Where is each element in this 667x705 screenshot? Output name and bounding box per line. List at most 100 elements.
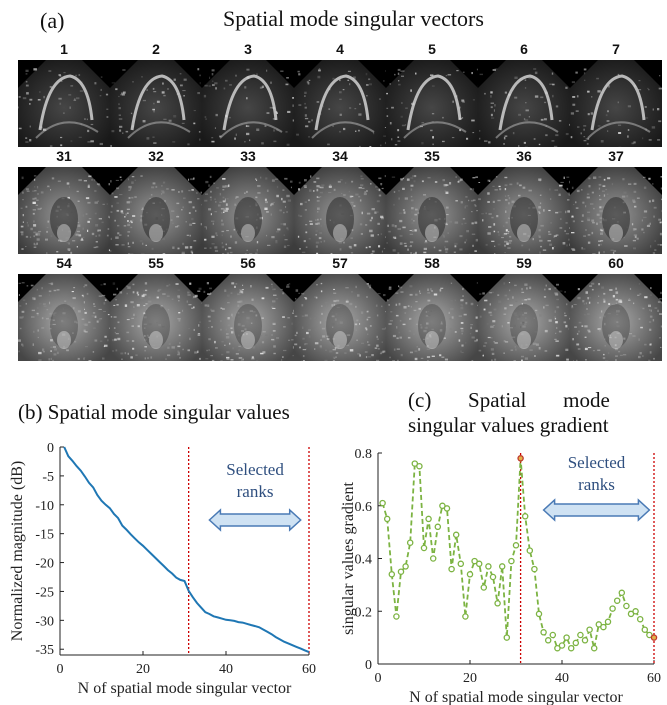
speckle: [543, 296, 547, 298]
speckle: [576, 333, 579, 335]
speckle: [230, 327, 233, 329]
speckle: [339, 248, 342, 251]
speckle: [92, 351, 95, 353]
speckle: [114, 219, 116, 222]
speckle: [225, 243, 227, 246]
speckle: [192, 297, 195, 299]
speckle: [658, 120, 662, 123]
speckle: [411, 218, 413, 220]
speckle: [390, 311, 393, 313]
speckle: [602, 298, 606, 300]
speckle: [445, 223, 448, 226]
speckle: [302, 355, 305, 358]
speckle: [429, 288, 432, 291]
speckle: [585, 138, 590, 140]
speckle: [534, 95, 539, 98]
speckle: [111, 192, 114, 195]
speckle: [405, 124, 407, 126]
speckle: [567, 192, 570, 195]
speckle: [128, 178, 130, 181]
speckle: [578, 330, 580, 333]
speckle: [66, 316, 70, 319]
speckle: [366, 296, 368, 298]
speckle: [566, 187, 569, 190]
speckle: [171, 298, 174, 300]
speckle: [110, 180, 112, 183]
speckle: [465, 238, 468, 242]
speckle: [37, 208, 41, 210]
speckle: [596, 222, 598, 225]
speckle: [587, 241, 591, 244]
speckle: [426, 337, 429, 340]
speckle: [476, 282, 478, 284]
speckle: [123, 225, 127, 227]
speckle: [118, 95, 120, 98]
speckle: [285, 131, 288, 133]
speckle: [73, 99, 77, 101]
speckle: [225, 328, 227, 331]
speckle: [549, 243, 553, 246]
speckle: [410, 252, 413, 254]
speckle: [515, 348, 517, 351]
speckle: [187, 291, 190, 294]
data-point: [650, 634, 658, 641]
speckle: [223, 211, 225, 213]
speckle: [548, 288, 551, 291]
speckle: [327, 143, 330, 146]
speckle: [103, 311, 106, 312]
speckle: [62, 312, 66, 315]
speckle: [576, 359, 578, 361]
speckle: [234, 285, 236, 288]
speckle: [571, 232, 575, 234]
speckle: [512, 296, 514, 299]
speckle: [444, 248, 449, 251]
speckle: [384, 327, 386, 330]
speckle: [292, 346, 294, 349]
speckle: [137, 325, 140, 328]
speckle: [261, 297, 265, 300]
speckle: [120, 93, 123, 96]
speckle: [553, 145, 558, 147]
speckle: [238, 357, 243, 359]
speckle: [315, 296, 318, 299]
speckle: [173, 115, 177, 118]
speckle: [22, 299, 26, 301]
speckle: [66, 349, 69, 352]
speckle: [25, 141, 29, 143]
speckle: [355, 130, 357, 132]
speckle: [336, 299, 340, 302]
speckle: [155, 185, 158, 188]
speckle: [113, 293, 117, 296]
speckle: [464, 206, 466, 209]
y-tick-label: -25: [35, 585, 54, 600]
speckle: [645, 117, 649, 119]
speckle: [160, 305, 163, 308]
speckle: [315, 245, 318, 248]
speckle: [292, 119, 294, 122]
speckle: [221, 341, 224, 343]
speckle: [302, 349, 307, 351]
speckle: [108, 215, 110, 218]
speckle: [18, 339, 21, 342]
speckle: [280, 288, 283, 291]
speckle: [377, 293, 381, 295]
data-point: [457, 560, 465, 568]
speckle: [571, 248, 575, 250]
speckle: [287, 199, 291, 202]
y-tick-label: -15: [35, 528, 54, 543]
frame-label: 6: [520, 41, 528, 57]
speckle: [225, 336, 230, 339]
speckle: [112, 339, 115, 342]
speckle: [567, 210, 570, 213]
speckle: [204, 199, 208, 202]
speckle: [397, 140, 401, 142]
speckle: [295, 289, 299, 292]
speckle: [227, 302, 230, 304]
speckle: [283, 326, 286, 328]
speckle: [612, 303, 616, 305]
speckle: [513, 312, 517, 315]
speckle: [407, 336, 411, 339]
speckle: [41, 287, 43, 290]
chart-c-title: (c) Spatial mode singular values gradien…: [408, 388, 636, 438]
speckle: [305, 246, 308, 248]
